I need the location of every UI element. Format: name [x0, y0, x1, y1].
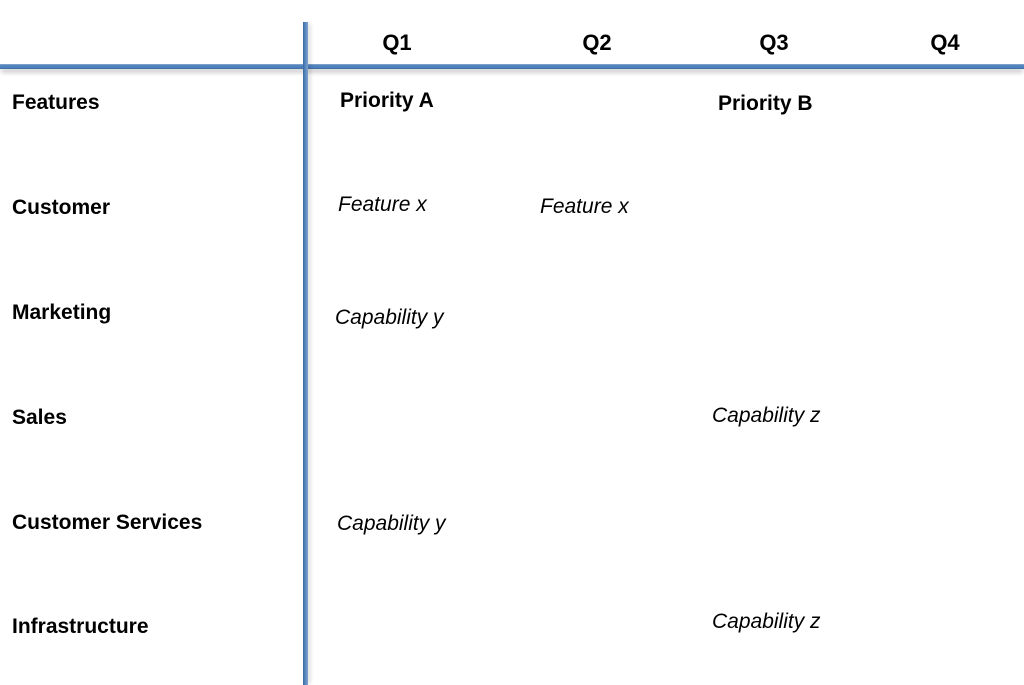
row-label-customer: Customer	[12, 196, 111, 219]
row-label-features: Features	[12, 91, 100, 114]
entry-capability-y-customer-services: Capability y	[337, 512, 446, 535]
entry-capability-z-sales: Capability z	[712, 404, 821, 427]
entry-feature-x-q1: Feature x	[338, 193, 427, 216]
entry-priority-a: Priority A	[340, 89, 434, 112]
row-label-customer-services: Customer Services	[12, 511, 203, 534]
entry-capability-z-infrastructure: Capability z	[712, 610, 821, 633]
column-header-q2: Q2	[582, 30, 612, 55]
column-header-q3: Q3	[759, 30, 789, 55]
vertical-axis-line	[303, 22, 308, 685]
row-label-infrastructure: Infrastructure	[12, 615, 149, 638]
horizontal-axis-line	[0, 64, 1024, 69]
row-label-marketing: Marketing	[12, 301, 112, 324]
entry-feature-x-q2: Feature x	[540, 195, 629, 218]
entry-priority-b: Priority B	[718, 92, 813, 115]
column-header-q1: Q1	[382, 30, 412, 55]
row-label-sales: Sales	[12, 406, 67, 429]
column-header-q4: Q4	[930, 30, 960, 55]
entry-capability-y-marketing: Capability y	[335, 306, 444, 329]
